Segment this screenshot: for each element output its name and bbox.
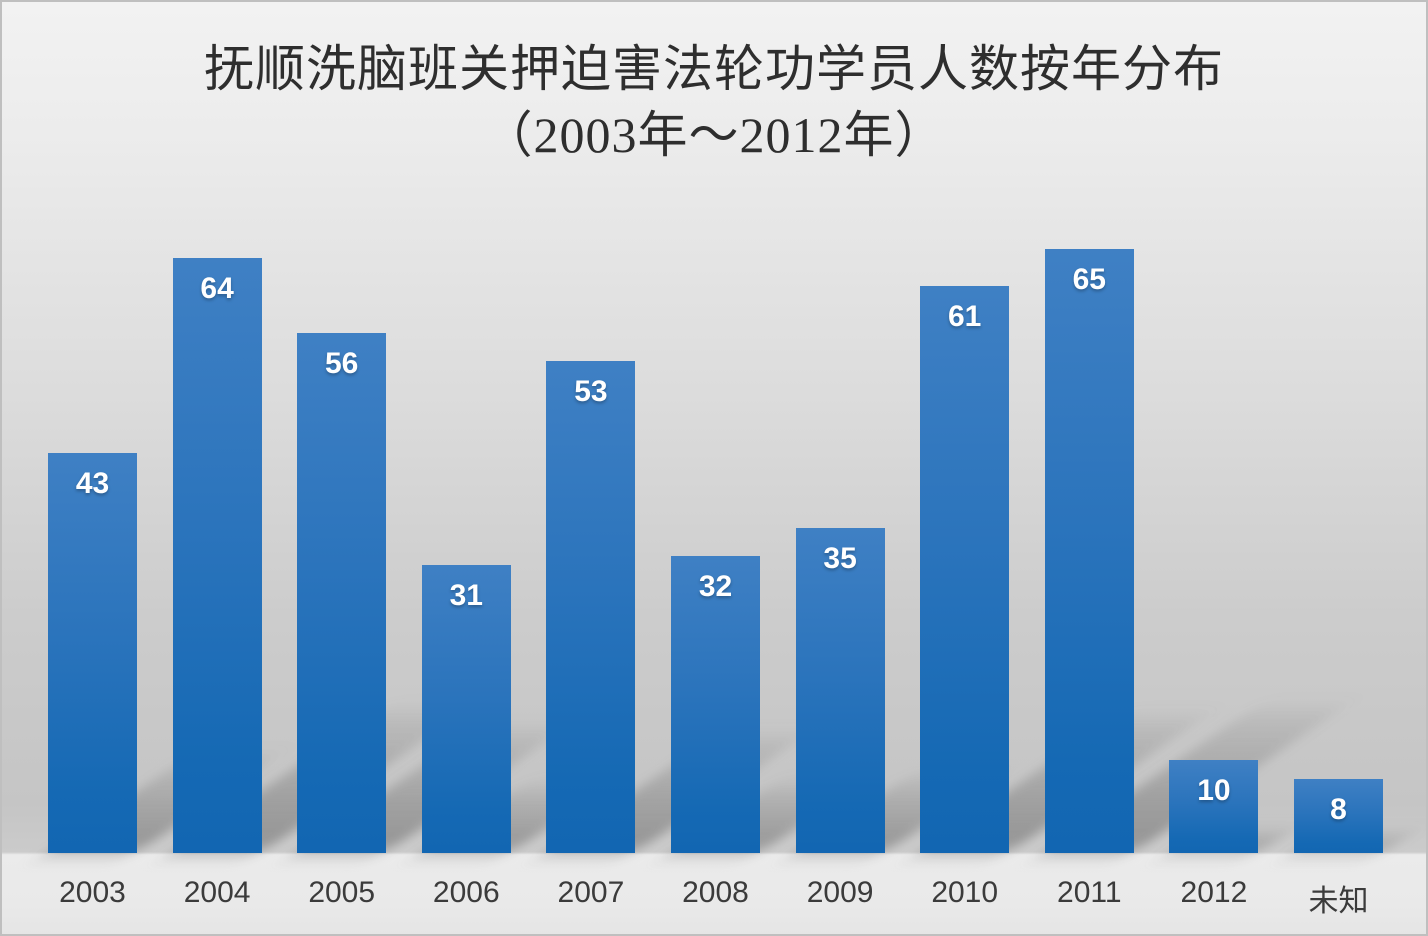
x-axis-label-未知: 未知	[1308, 885, 1369, 918]
bar-2006: 31	[421, 564, 511, 853]
bar-value-label: 43	[75, 467, 110, 501]
bar-2009: 35	[795, 527, 885, 853]
bar-value-label: 32	[698, 569, 733, 603]
bar-value-label: 31	[449, 578, 483, 612]
x-axis: 2003 2004 2005 2006 2007 2008 2009 2010 2011 2012…	[2, 876, 1426, 924]
x-axis-label-2011: 2011	[1057, 876, 1122, 909]
bar-value-label: 56	[325, 346, 359, 380]
x-axis-label-2007: 2007	[557, 876, 625, 909]
bar-value-label: 64	[200, 272, 234, 306]
chart-title: 抚顺洗脑班关押迫害法轮功学员人数按年分布 （2003年～2012年）	[2, 36, 1426, 168]
bar-2003: 43	[48, 453, 137, 853]
bar-value-label: 8	[1330, 792, 1347, 826]
bar-2012: 10	[1169, 760, 1259, 853]
bar-2007: 53	[546, 360, 636, 853]
bar-value-label: 61	[948, 300, 982, 334]
bar-value-label: 53	[574, 374, 608, 408]
chart-title-line1: 抚顺洗脑班关押迫害法轮功学员人数按年分布	[204, 41, 1224, 97]
bar-2008: 32	[671, 555, 760, 853]
bar-未知: 8	[1294, 778, 1383, 853]
x-axis-label-2010: 2010	[931, 876, 999, 909]
x-axis-label-2004: 2004	[183, 876, 251, 909]
chart-title-line2: （2003年～2012年）	[482, 107, 946, 163]
bar-2011: 65	[1044, 249, 1134, 853]
x-axis-label-2012: 2012	[1180, 876, 1248, 909]
bar-2010: 61	[920, 286, 1010, 853]
x-axis-label-2005: 2005	[308, 876, 376, 909]
plot-area: 43 64 56 31 53 32 35 61 65 10 8	[2, 2, 1426, 853]
bar-value-label: 35	[823, 541, 857, 575]
bar-value-label: 65	[1072, 263, 1106, 297]
bar-2005: 56	[297, 332, 387, 853]
x-axis-label-2003: 2003	[59, 876, 126, 909]
x-axis-label-2006: 2006	[432, 876, 500, 909]
x-axis-label-2008: 2008	[682, 876, 749, 909]
bar-2004: 64	[172, 258, 262, 853]
x-axis-label-2009: 2009	[806, 876, 874, 909]
bar-value-label: 10	[1197, 774, 1231, 808]
